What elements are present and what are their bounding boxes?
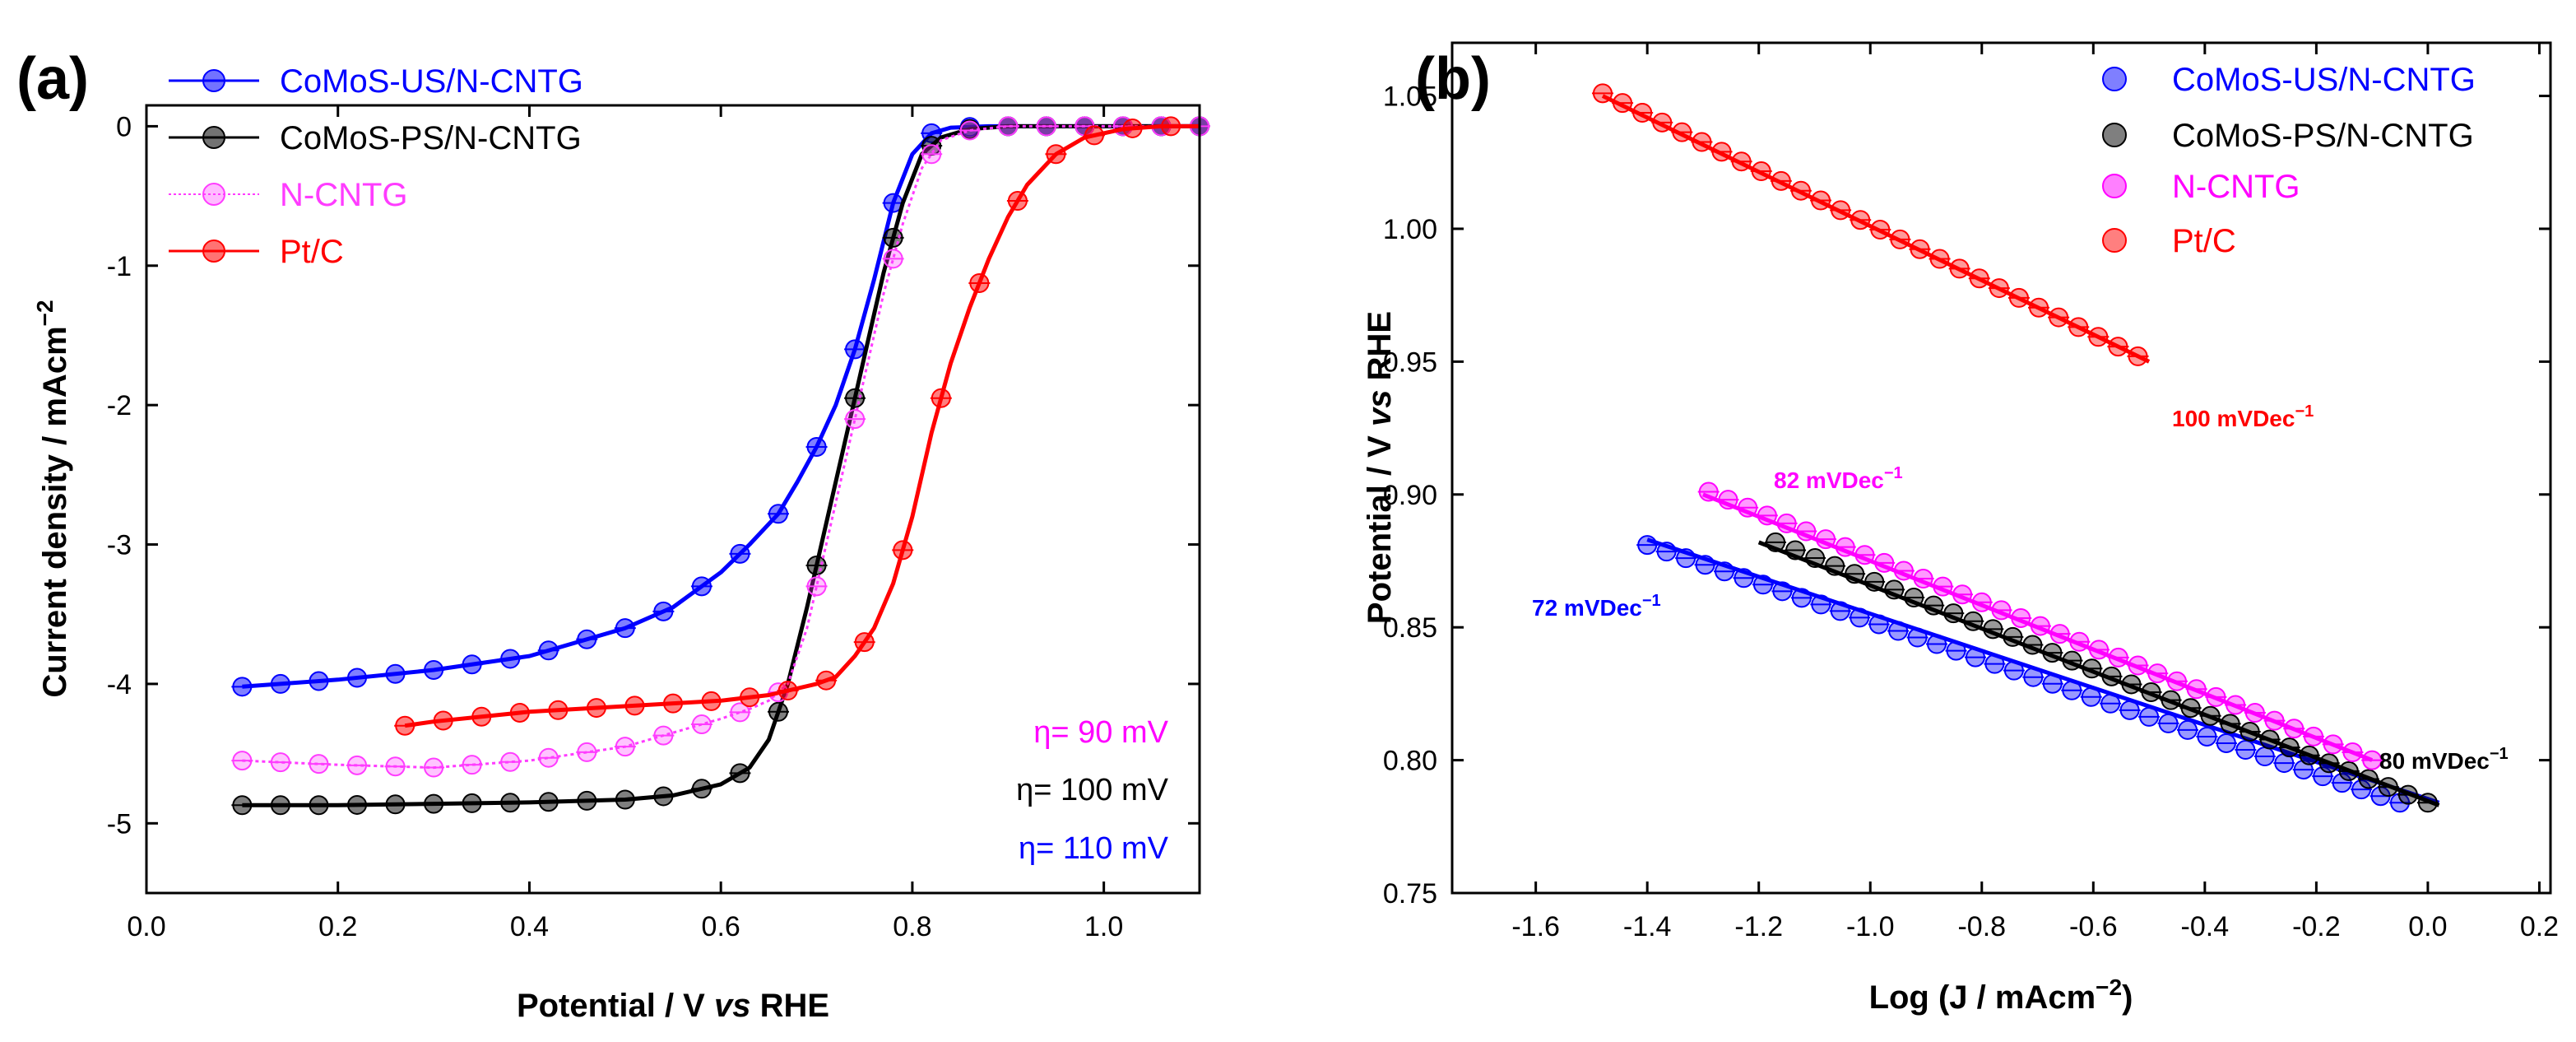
legend-entry-b-comos-ps: CoMoS-PS/N-CNTG: [2102, 118, 2474, 154]
panel-a: (a) 0.0 0.2 0.4 0.6 0.8 1.0 0 -1 -2 -3 -4 -5 Potent…: [16, 46, 1210, 1024]
eta-annotation-comos-us: η= 110 mV: [1019, 831, 1169, 866]
panel-a-y-tick-label: -1: [107, 251, 132, 282]
panel-b-y-tick-label: 0.85: [1383, 612, 1437, 644]
legend-label-n-cntg: N-CNTG: [280, 177, 408, 213]
panel-b-x-tick-label: -1.0: [1846, 911, 1895, 942]
legend-label-comos-us: CoMoS-US/N-CNTG: [280, 63, 583, 100]
panel-b-y-axis-title: Potential / V vs RHE: [1362, 311, 1398, 624]
panel-b: (b) -1.6 -1.4 -1.2 -1.0 -0.8 -0.6 -0.4 -0.2 0.0 0…: [1362, 41, 2559, 1016]
panel-a-label: (a): [16, 46, 89, 112]
legend-entry-n-cntg: N-CNTG: [169, 177, 408, 213]
panel-b-ticks: -1.6 -1.4 -1.2 -1.0 -0.8 -0.6 -0.4 -0.2 0.0 0.2 0.…: [1383, 43, 2559, 942]
panel-a-x-tick-label: 0.2: [318, 911, 357, 942]
panel-a-y-axis-title: Current density / mAcm−2: [32, 300, 73, 697]
panel-b-y-tick-label: 0.80: [1383, 746, 1437, 777]
panel-b-y-tick-label: 1.00: [1383, 214, 1437, 245]
fit-line-comos-us-n-cntg: [1646, 537, 2440, 805]
panel-a-x-tick-label: 0.8: [893, 911, 931, 942]
panel-b-x-tick-label: 0.0: [2408, 911, 2447, 942]
panel-a-y-tick-label: 0: [116, 111, 132, 142]
panel-b-series: [1591, 83, 2440, 813]
tafel-slope-n-cntg: 82 mVDec−1: [1774, 464, 1903, 493]
legend-entry-comos-us: CoMoS-US/N-CNTG: [169, 63, 583, 100]
legend-entry-b-n-cntg: N-CNTG: [2102, 169, 2300, 205]
eta-annotation-n-cntg: η= 90 mV: [1033, 715, 1168, 750]
fit-line-pt-c: [1601, 94, 2151, 364]
panel-b-y-tick-label: 0.75: [1383, 878, 1437, 909]
legend-label-pt-c: Pt/C: [280, 234, 344, 270]
panel-a-series: [231, 116, 1210, 816]
panel-b-x-tick-label: -0.2: [2292, 911, 2341, 942]
panel-a-x-axis-title: Potential / V vs RHE: [517, 988, 829, 1024]
panel-a-y-tick-label: -3: [107, 530, 132, 561]
panel-a-y-tick-label: -5: [107, 808, 132, 840]
legend-label-b-n-cntg: N-CNTG: [2172, 169, 2300, 205]
panel-b-plot-frame: [1450, 41, 2552, 895]
legend-label-b-pt-c: Pt/C: [2172, 223, 2236, 259]
panel-b-x-tick-label: -0.6: [2069, 911, 2118, 942]
legend-label-b-comos-us: CoMoS-US/N-CNTG: [2172, 62, 2476, 98]
panel-b-x-tick-label: -1.2: [1734, 911, 1783, 942]
legend-entry-pt-c: Pt/C: [169, 234, 344, 270]
eta-annotation-comos-ps: η= 100 mV: [1016, 773, 1168, 807]
panel-a-plot-frame: [145, 104, 1201, 895]
legend-label-comos-ps: CoMoS-PS/N-CNTG: [280, 120, 582, 156]
panel-b-x-tick-label: 0.2: [2520, 911, 2559, 942]
legend-entry-b-pt-c: Pt/C: [2102, 223, 2236, 259]
panel-a-y-tick-label: -2: [107, 390, 132, 421]
tafel-slope-comos-us: 72 mVDec−1: [1532, 592, 1661, 621]
fit-line-comos-ps-n-cntg: [1757, 540, 2440, 807]
series-line-pt-c: [404, 123, 1200, 728]
panel-b-x-tick-label: -0.4: [2181, 911, 2230, 942]
fit-line-n-cntg: [1702, 492, 2374, 762]
legend-entry-b-comos-us: CoMoS-US/N-CNTG: [2102, 62, 2476, 98]
legend-entry-comos-ps: CoMoS-PS/N-CNTG: [169, 120, 582, 156]
panel-b-x-tick-label: -1.4: [1623, 911, 1672, 942]
panel-b-y-tick-label: 0.90: [1383, 480, 1437, 511]
panel-b-y-tick-label: 1.05: [1383, 81, 1437, 113]
panel-b-x-tick-label: -0.8: [1957, 911, 2006, 942]
panel-b-x-axis-title: Log (J / mAcm−2): [1869, 975, 2133, 1016]
panel-a-legend: CoMoS-US/N-CNTG CoMoS-PS/N-CNTG N-CNTG P…: [169, 63, 583, 270]
panel-b-legend: CoMoS-US/N-CNTG CoMoS-PS/N-CNTG N-CNTG P…: [2102, 62, 2476, 259]
tafel-slope-comos-ps: 80 mVDec−1: [2379, 745, 2509, 774]
panel-a-x-tick-label: 0.0: [127, 911, 165, 942]
panel-b-y-tick-label: 0.95: [1383, 347, 1437, 378]
panel-a-ticks: 0.0 0.2 0.4 0.6 0.8 1.0 0 -1 -2 -3 -4 -5: [107, 105, 1200, 942]
legend-label-b-comos-ps: CoMoS-PS/N-CNTG: [2172, 118, 2474, 154]
panel-a-x-tick-label: 1.0: [1084, 911, 1123, 942]
tafel-slope-pt-c: 100 mVDec−1: [2172, 402, 2314, 431]
panel-a-x-tick-label: 0.6: [702, 911, 740, 942]
panel-a-x-tick-label: 0.4: [510, 911, 549, 942]
panel-a-y-tick-label: -4: [107, 669, 132, 700]
panel-b-x-tick-label: -1.6: [1511, 911, 1560, 942]
